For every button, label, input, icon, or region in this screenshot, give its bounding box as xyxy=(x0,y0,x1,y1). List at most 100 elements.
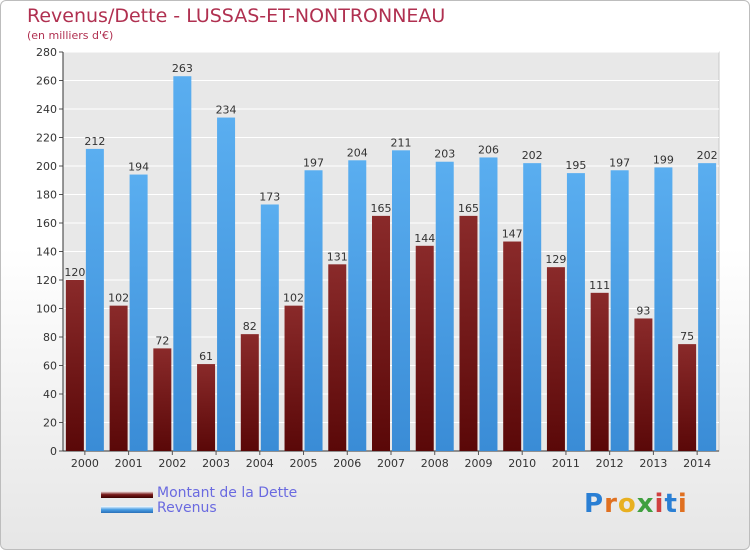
data-label-dette: 131 xyxy=(327,250,348,263)
bar-revenus xyxy=(435,161,454,451)
bar-revenus xyxy=(129,174,148,452)
y-tick-label: 160 xyxy=(36,217,57,230)
y-tick-label: 280 xyxy=(36,46,57,59)
data-label-dette: 165 xyxy=(371,202,392,215)
data-label-revenus: 212 xyxy=(84,135,105,148)
data-label-revenus: 202 xyxy=(522,149,543,162)
data-label-dette: 102 xyxy=(108,292,129,305)
bar-revenus xyxy=(85,148,104,451)
bar-revenus xyxy=(348,160,367,452)
y-tick-label: 0 xyxy=(50,445,57,458)
data-label-revenus: 263 xyxy=(172,62,193,75)
bar-revenus xyxy=(392,150,410,451)
legend-swatch-revenus xyxy=(101,506,153,513)
y-tick-label: 180 xyxy=(36,189,57,202)
data-label-dette: 129 xyxy=(545,253,566,266)
bar-dette xyxy=(109,305,128,451)
x-tick-label: 2002 xyxy=(158,457,186,470)
data-label-dette: 75 xyxy=(680,330,694,343)
x-tick-label: 2004 xyxy=(246,457,274,470)
data-label-revenus: 203 xyxy=(434,148,455,161)
data-label-revenus: 194 xyxy=(128,161,149,174)
x-tick-label: 2013 xyxy=(639,457,667,470)
bar-dette xyxy=(503,241,522,451)
logo-letter: x xyxy=(636,489,655,519)
bar-dette xyxy=(678,344,697,451)
bar-dette xyxy=(240,334,259,451)
x-tick-label: 2011 xyxy=(552,457,580,470)
y-tick-label: 80 xyxy=(43,331,57,344)
bar-dette xyxy=(372,215,390,451)
bar-revenus xyxy=(698,163,717,451)
x-tick-label: 2003 xyxy=(202,457,230,470)
y-tick-label: 240 xyxy=(36,103,57,116)
x-tick-label: 2009 xyxy=(464,457,492,470)
logo-letter: r xyxy=(604,489,618,519)
x-tick-label: 2005 xyxy=(290,457,318,470)
x-tick-label: 2007 xyxy=(377,457,405,470)
legend-swatch-dette xyxy=(101,491,153,498)
chart-title: Revenus/Dette - LUSSAS-ET-NONTRONNEAU xyxy=(27,5,446,27)
y-tick-label: 200 xyxy=(36,160,57,173)
logo-letter: t xyxy=(664,489,678,519)
bar-dette xyxy=(459,215,478,451)
y-tick-label: 140 xyxy=(36,246,57,259)
x-tick-label: 2008 xyxy=(421,457,449,470)
data-label-dette: 61 xyxy=(199,350,213,363)
logo-letter: i xyxy=(654,489,665,519)
data-label-revenus: 173 xyxy=(259,190,280,203)
y-tick-label: 220 xyxy=(36,132,57,145)
bar-revenus xyxy=(610,170,629,451)
legend-label-revenus: Revenus xyxy=(157,500,217,516)
y-tick-label: 60 xyxy=(43,360,57,373)
data-label-dette: 102 xyxy=(283,292,304,305)
legend-label-dette: Montant de la Dette xyxy=(157,485,298,501)
data-label-revenus: 195 xyxy=(565,159,586,172)
data-label-dette: 147 xyxy=(502,228,523,241)
data-label-revenus: 234 xyxy=(216,104,237,117)
bar-dette xyxy=(546,267,565,451)
y-tick-label: 260 xyxy=(36,75,57,88)
data-label-dette: 120 xyxy=(64,266,85,279)
bar-dette xyxy=(65,280,84,451)
data-label-dette: 72 xyxy=(155,334,169,347)
data-label-revenus: 206 xyxy=(478,143,499,156)
bar-dette xyxy=(634,318,653,451)
bar-dette xyxy=(284,305,303,451)
bar-revenus xyxy=(523,163,542,451)
bar-revenus xyxy=(260,204,279,451)
data-label-dette: 93 xyxy=(636,304,650,317)
bar-revenus xyxy=(304,170,323,451)
y-tick-label: 120 xyxy=(36,274,57,287)
data-label-revenus: 202 xyxy=(697,149,718,162)
bar-dette xyxy=(197,364,216,451)
data-label-revenus: 197 xyxy=(303,156,324,169)
x-tick-label: 2001 xyxy=(115,457,143,470)
data-label-dette: 165 xyxy=(458,202,479,215)
data-label-dette: 111 xyxy=(589,279,610,292)
chart-subtitle: (en milliers d'€) xyxy=(27,29,114,42)
y-tick-label: 100 xyxy=(36,303,57,316)
bar-revenus xyxy=(566,173,585,451)
bar-dette xyxy=(153,348,172,451)
data-label-revenus: 197 xyxy=(609,156,630,169)
data-label-revenus: 204 xyxy=(347,146,368,159)
bar-revenus xyxy=(173,76,192,451)
data-label-dette: 144 xyxy=(414,232,435,245)
y-tick-label: 40 xyxy=(43,388,57,401)
data-label-dette: 82 xyxy=(243,320,257,333)
y-tick-label: 20 xyxy=(43,417,57,430)
bar-dette xyxy=(590,292,609,451)
logo-letter: P xyxy=(584,489,605,519)
x-tick-label: 2012 xyxy=(596,457,624,470)
bar-revenus xyxy=(479,157,498,451)
bar-revenus xyxy=(654,167,673,452)
bar-revenus xyxy=(217,117,236,452)
x-tick-label: 2000 xyxy=(71,457,99,470)
x-tick-label: 2006 xyxy=(333,457,361,470)
proxiti-logo: Proxiti xyxy=(584,489,688,519)
bar-dette xyxy=(415,245,434,451)
data-label-revenus: 199 xyxy=(653,153,674,166)
